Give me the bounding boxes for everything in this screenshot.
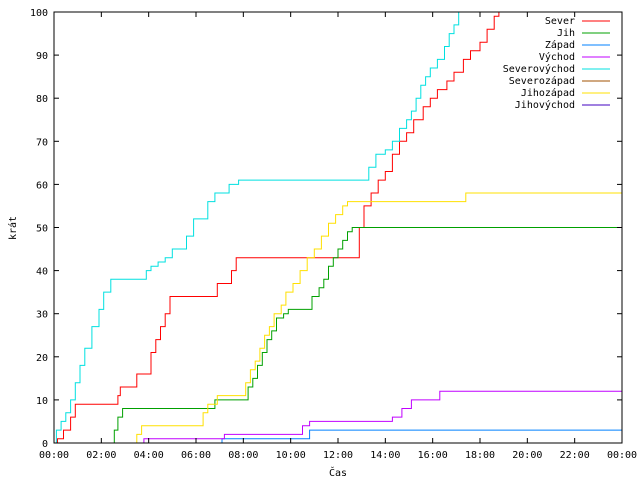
- legend-label: Jihozápad: [521, 87, 575, 99]
- y-axis: 0 10 20 30 40 50 60 70 80 90 100: [30, 8, 622, 450]
- x-tick-label: 04:00: [134, 450, 164, 461]
- y-tick-label: 80: [36, 94, 48, 105]
- series-line-2: [219, 429, 622, 443]
- x-tick-label: 00:00: [39, 450, 69, 461]
- y-axis-title: krát: [7, 216, 19, 240]
- x-tick-label: 02:00: [86, 450, 116, 461]
- y-tick-label: 40: [36, 267, 48, 278]
- series-line-4: [54, 12, 460, 443]
- x-axis-title: Čas: [329, 466, 347, 479]
- series-line-6: [134, 192, 622, 443]
- plot-lines: [54, 12, 622, 443]
- x-tick-label: 22:00: [560, 450, 590, 461]
- y-tick-label: 30: [36, 310, 48, 321]
- series-line-1: [112, 214, 622, 443]
- legend-label: Severozápad: [509, 75, 575, 87]
- y-tick-label: 70: [36, 137, 48, 148]
- y-tick-label: 0: [42, 439, 48, 450]
- x-tick-label: 10:00: [276, 450, 306, 461]
- legend-label: Východ: [539, 51, 575, 63]
- x-tick-label: 00:00: [607, 450, 637, 461]
- legend-label: Severovýchod: [503, 63, 575, 75]
- y-tick-label: 10: [36, 396, 48, 407]
- legend: SeverJihZápadVýchodSeverovýchodSeverozáp…: [503, 16, 610, 111]
- y-tick-label: 90: [36, 51, 48, 62]
- x-tick-label: 06:00: [181, 450, 211, 461]
- y-tick-label: 20: [36, 353, 48, 364]
- x-tick-label: 16:00: [418, 450, 448, 461]
- x-axis: 00:00 02:00 04:00 06:00 08:00 10:00 12:00 14:00…: [39, 12, 637, 461]
- legend-label: Západ: [545, 39, 575, 51]
- legend-label: Sever: [545, 16, 575, 27]
- x-tick-label: 18:00: [465, 450, 495, 461]
- series-line-3: [139, 390, 622, 443]
- y-tick-label: 100: [30, 8, 48, 19]
- x-tick-label: 08:00: [228, 450, 258, 461]
- legend-label: Jih: [557, 28, 575, 39]
- x-tick-label: 12:00: [323, 450, 353, 461]
- x-tick-label: 20:00: [512, 450, 542, 461]
- legend-label: Jihovýchod: [515, 99, 575, 111]
- y-tick-label: 60: [36, 180, 48, 191]
- x-tick-label: 14:00: [370, 450, 400, 461]
- y-tick-label: 50: [36, 224, 48, 235]
